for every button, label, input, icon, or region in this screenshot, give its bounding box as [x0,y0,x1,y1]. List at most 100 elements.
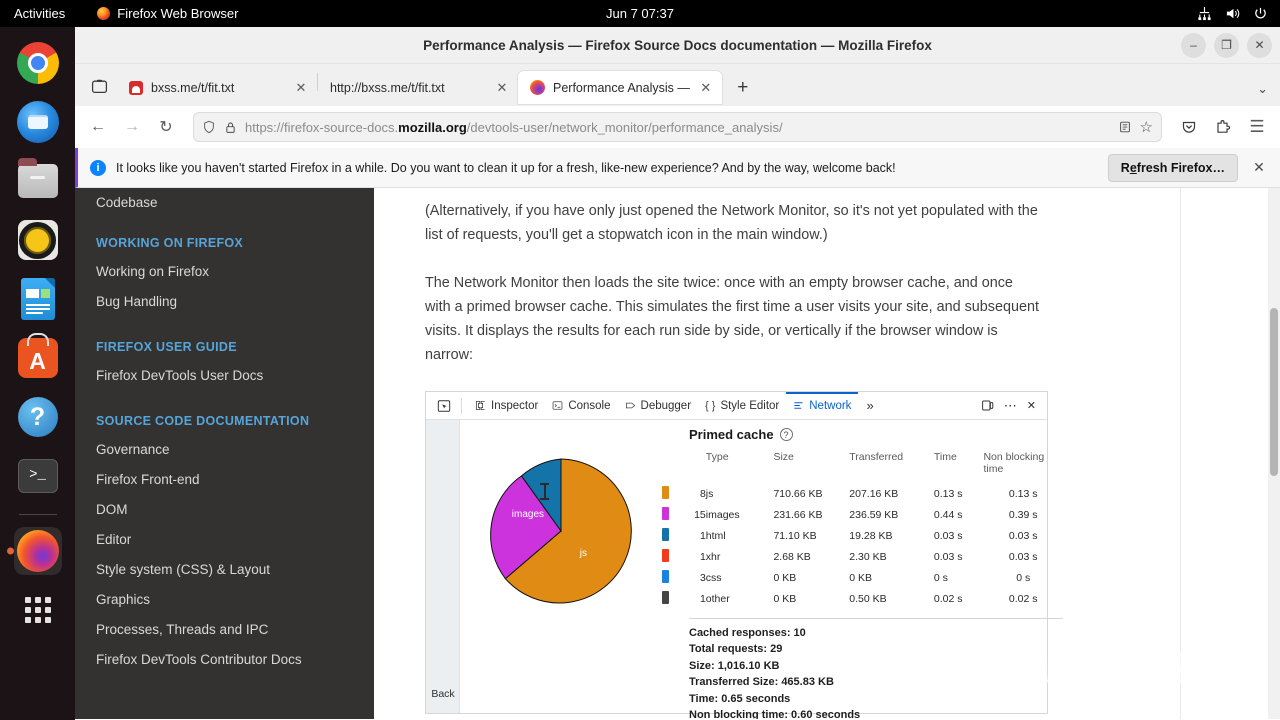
sidebar-item-graphics[interactable]: Graphics [96,592,151,607]
devtools-overflow-icon[interactable]: » [866,398,874,413]
cell-count: 15 [694,508,706,521]
system-tray[interactable] [1197,6,1268,21]
firefox-icon [97,7,111,20]
summary-size: Size: 1,016.10 KB [689,659,780,672]
primed-cache-row: js images Type [460,451,1063,609]
sidebar-item-style-system[interactable]: Style system (CSS) & Layout [96,562,271,577]
tab-close-icon[interactable]: ✕ [496,79,508,95]
toolbar-divider [461,397,462,414]
reload-button[interactable]: ↻ [159,119,173,136]
sidebar-item-working-on-firefox[interactable]: Working on Firefox [96,264,210,279]
devtools-screenshot-image: Inspector Console Debugger { } Style [425,391,1063,719]
dock-item-show-apps[interactable] [14,586,62,634]
list-all-tabs-icon[interactable]: ⌄ [1257,81,1268,96]
cell-transferred: 19.28 KB [849,529,893,542]
cell-non-blocking: 0 s [1016,571,1031,584]
refresh-firefox-button[interactable]: Refresh Firefox… [1107,153,1238,182]
tab-bxss-fit-url[interactable]: http://bxss.me/t/fit.txt ✕ [318,71,518,104]
legend-swatch [661,590,669,604]
shield-icon[interactable] [202,120,216,134]
thunderbird-icon [16,101,59,143]
active-app-menu[interactable]: Firefox Web Browser [97,6,238,21]
dock-item-firefox[interactable] [13,527,62,575]
sidebar-item-governance[interactable]: Governance [96,442,170,457]
activities-button[interactable]: Activities [14,6,66,21]
sidebar-item-dom[interactable]: DOM [96,502,128,517]
tab-performance-analysis[interactable]: Performance Analysis — ✕ [518,71,722,104]
inspector-icon [475,400,485,411]
pie-slice-images [489,475,562,580]
tab-label: Inspector [491,399,539,412]
dock-item-thunderbird[interactable] [14,98,62,146]
url-bar[interactable]: https://firefox-source-docs.mozilla.org/… [193,112,1162,142]
sidebar-item-editor[interactable]: Editor [96,532,132,547]
tab-label: Style Editor [720,399,780,412]
dock-item-rhythmbox[interactable] [14,216,62,264]
table-row: 1 other 0 KB 0.50 KB 0.02 s 0.02 s [661,588,1063,609]
network-icon [794,402,803,409]
devtools-tab-network[interactable]: Network [786,392,858,419]
cell-transferred: 0.50 KB [849,592,887,605]
sidebar-item-partial[interactable]: Codebase [96,195,158,210]
reader-view-icon[interactable] [1118,120,1132,134]
notification-close-icon[interactable]: ✕ [1253,159,1265,175]
cell-non-blocking: 0.39 s [1008,508,1038,521]
debugger-icon [625,402,635,409]
devtools-close-icon[interactable]: ✕ [1026,400,1036,412]
summary-non-blocking-time: Non blocking time: 0.60 seconds [689,709,861,719]
dock-item-software[interactable] [14,333,62,382]
window-controls: – ❐ ✕ [1181,32,1272,58]
devtools-side-rail: Back [426,420,460,713]
dock-item-files[interactable] [14,157,62,205]
tab-close-icon[interactable]: ✕ [700,79,712,95]
ubuntu-software-icon [17,333,58,378]
legend-swatch [661,485,669,499]
sidebar-item-bug-handling[interactable]: Bug Handling [96,294,178,309]
dock-item-terminal[interactable]: >_ [14,452,62,500]
dock-item-impress[interactable] [14,275,62,323]
new-tab-button[interactable]: + [737,77,749,98]
tab-bxss-fit[interactable]: bxss.me/t/fit.txt ✕ [117,71,317,104]
dock-to-side-icon[interactable] [981,399,994,412]
sidebar-item-devtools-contributor-docs[interactable]: Firefox DevTools Contributor Docs [96,652,302,667]
devtools-network-panel: Back Primed cache ? [426,420,1063,719]
paragraph-alternatively: (Alternatively, if you have only just op… [425,203,1038,243]
cell-non-blocking: 0.02 s [1008,592,1038,605]
summary-total-requests: Total requests: 29 [689,643,783,656]
pocket-button[interactable] [1174,112,1204,142]
docs-content: (Alternatively, if you have only just op… [374,188,1280,719]
tab-close-icon[interactable]: ✕ [295,79,307,95]
devtools-tab-inspector[interactable]: Inspector [468,392,545,419]
dock-item-chrome[interactable] [14,39,62,87]
app-menu-button[interactable]: ☰ [1249,117,1265,136]
summary-cached-responses: Cached responses: 10 [689,627,806,639]
extensions-button[interactable] [1208,112,1238,142]
bookmark-star-icon[interactable]: ☆ [1139,119,1153,136]
volume-icon [1226,8,1240,19]
summary-time: Time: 0.65 seconds [689,692,791,705]
back-button[interactable]: Back [431,688,455,700]
sidebar-item-devtools-user-docs[interactable]: Firefox DevTools User Docs [96,368,264,383]
devtools-tab-style-editor[interactable]: { } Style Editor [698,392,786,419]
cell-time: 0.13 s [933,487,963,500]
dock-item-help[interactable]: ? [14,393,62,441]
rhythmbox-icon [17,220,58,260]
close-button[interactable]: ✕ [1247,32,1272,58]
scrollbar-thumb[interactable] [1270,308,1278,476]
minimize-button[interactable]: – [1181,32,1206,58]
col-time: Time [933,451,957,463]
lock-icon[interactable] [224,121,237,134]
sidebar-item-firefox-front-end[interactable]: Firefox Front-end [96,472,200,487]
devtools-more-options-icon[interactable]: ⋯ [1003,397,1017,413]
help-icon[interactable]: ? [779,428,793,441]
power-icon [1255,7,1266,19]
forward-button[interactable]: → [124,118,140,135]
firefox-view-button[interactable] [81,70,117,102]
devtools-tab-console[interactable]: Console [545,392,617,419]
devtools-tab-debugger[interactable]: Debugger [618,392,699,419]
element-picker-icon[interactable] [433,397,455,415]
maximize-button[interactable]: ❐ [1214,32,1239,58]
back-button[interactable]: ← [90,118,106,135]
page-scrollbar[interactable] [1268,188,1280,719]
sidebar-item-processes-threads-ipc[interactable]: Processes, Threads and IPC [96,622,269,637]
